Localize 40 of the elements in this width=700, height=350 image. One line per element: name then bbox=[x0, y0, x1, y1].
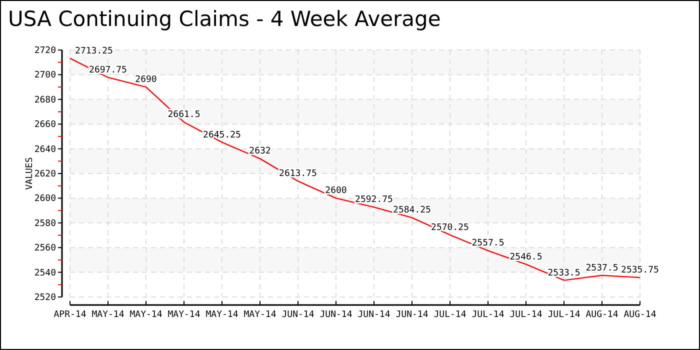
y-tick-label: 2620 bbox=[34, 170, 56, 180]
x-tick-label: MAY-14 bbox=[206, 310, 238, 320]
data-label: 2557.5 bbox=[472, 238, 504, 249]
x-tick-label: JUN-14 bbox=[320, 310, 352, 320]
y-tick-label: 2660 bbox=[34, 120, 56, 130]
data-label: 2713.25 bbox=[75, 46, 113, 56]
data-label: 2546.5 bbox=[510, 252, 542, 262]
x-tick-label: MAY-14 bbox=[244, 310, 276, 320]
x-tick-label: JUL-14 bbox=[434, 310, 466, 320]
x-tick-label: MAY-14 bbox=[130, 310, 162, 320]
y-tick-label: 2680 bbox=[34, 95, 56, 106]
x-tick-label: AUG-14 bbox=[586, 310, 618, 320]
y-tick-label: 2560 bbox=[34, 244, 56, 254]
y-tick-label: 2640 bbox=[34, 144, 56, 155]
data-label: 2537.5 bbox=[586, 263, 618, 274]
y-tick-label: 2600 bbox=[34, 194, 56, 204]
data-label: 2592.75 bbox=[355, 195, 393, 206]
data-label: 2690 bbox=[135, 75, 157, 86]
chart-title: USA Continuing Claims - 4 Week Average bbox=[8, 7, 441, 31]
x-tick-label: AUG-14 bbox=[624, 310, 656, 320]
y-tick-label: 2520 bbox=[34, 293, 56, 303]
y-tick-label: 2580 bbox=[34, 218, 56, 229]
data-label: 2632 bbox=[249, 146, 271, 157]
x-tick-label: JUN-14 bbox=[396, 310, 428, 320]
x-tick-label: JUL-14 bbox=[548, 310, 580, 320]
data-label: 2600 bbox=[325, 186, 347, 196]
x-tick-label: JUL-14 bbox=[510, 310, 542, 320]
x-tick-label: MAY-14 bbox=[168, 310, 200, 320]
y-tick-label: 2540 bbox=[34, 268, 56, 278]
data-label: 2584.25 bbox=[393, 206, 431, 216]
y-tick-label: 2700 bbox=[34, 70, 56, 81]
x-tick-label: JUL-14 bbox=[472, 310, 504, 320]
data-label: 2535.75 bbox=[621, 266, 659, 276]
x-tick-label: APR-14 bbox=[54, 310, 86, 320]
x-tick-label: MAY-14 bbox=[92, 310, 124, 320]
y-axis-title: VALUES bbox=[25, 157, 35, 190]
x-tick-label: JUN-14 bbox=[282, 310, 314, 320]
y-tick-label: 2720 bbox=[34, 46, 56, 56]
data-label: 2533.5 bbox=[548, 268, 580, 278]
x-tick-label: JUN-14 bbox=[358, 310, 390, 320]
